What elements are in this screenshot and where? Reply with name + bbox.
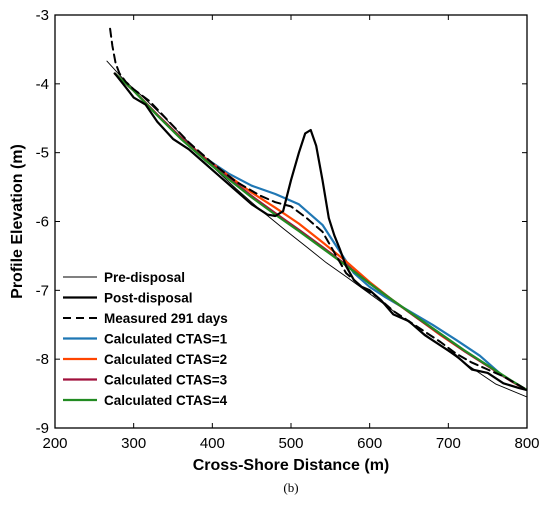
x-axis-title: Cross-Shore Distance (m) bbox=[193, 457, 390, 474]
legend-label: Calculated CTAS=4 bbox=[104, 393, 228, 408]
y-tick-label: -4 bbox=[36, 76, 49, 93]
axis-ticks: 200 300 400 500 600 700 800 -9 -8 -7 -6 -5 -4 -3 bbox=[36, 7, 540, 452]
series-line-1 bbox=[106, 60, 527, 398]
y-tick-label: -7 bbox=[36, 282, 49, 299]
series-line-3 bbox=[109, 27, 527, 392]
y-tick-label: -9 bbox=[36, 420, 49, 437]
x-tick-label: 500 bbox=[278, 435, 303, 452]
series-layer bbox=[106, 27, 527, 398]
legend-label: Post-disposal bbox=[104, 291, 193, 306]
y-tick-label: -3 bbox=[36, 7, 49, 24]
y-tick-label: -6 bbox=[36, 214, 49, 231]
x-tick-label: 600 bbox=[357, 435, 382, 452]
legend-label: Pre-disposal bbox=[104, 270, 185, 285]
legend-label: Calculated CTAS=1 bbox=[104, 332, 228, 347]
series-line-7 bbox=[113, 72, 527, 392]
x-tick-label: 800 bbox=[514, 435, 539, 452]
series-line-2 bbox=[113, 72, 527, 392]
x-tick-label: 700 bbox=[436, 435, 461, 452]
y-tick-label: -5 bbox=[36, 145, 49, 162]
legend-label: Calculated CTAS=2 bbox=[104, 352, 227, 367]
x-tick-label: 400 bbox=[200, 435, 225, 452]
legend: Pre-disposal Post-disposal Measured 291 da… bbox=[63, 270, 228, 408]
panel-label: (b) bbox=[283, 480, 298, 495]
y-axis-title: Profile Elevation (m) bbox=[9, 144, 26, 299]
legend-label: Calculated CTAS=3 bbox=[104, 373, 228, 388]
x-tick-label: 300 bbox=[121, 435, 146, 452]
x-tick-label: 200 bbox=[42, 435, 67, 452]
legend-label: Measured 291 days bbox=[104, 311, 228, 326]
y-tick-label: -8 bbox=[36, 351, 49, 368]
